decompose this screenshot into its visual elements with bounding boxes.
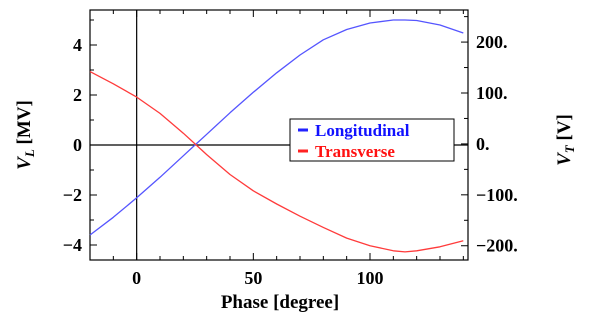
y-left-tick-label: 2 — [73, 85, 82, 105]
y-left-tick-label: −4 — [63, 235, 82, 255]
y-right-tick-label: 200. — [476, 32, 508, 52]
y-left-tick-label: 0 — [73, 135, 82, 155]
legend: Longitudinal Transverse — [289, 118, 455, 162]
x-tick-label: 0 — [132, 268, 141, 288]
plot-frame — [89, 9, 469, 261]
y-right-tick-label: 100. — [476, 83, 508, 103]
y-right-tick-label: 0. — [476, 134, 490, 154]
legend-label-longitudinal: Longitudinal — [315, 121, 410, 140]
y-right-tick-label: −100. — [476, 185, 518, 205]
x-tick-label: 100 — [357, 268, 384, 288]
y-left-tick-label: 4 — [73, 35, 82, 55]
series-line-longitudinal — [89, 19, 464, 236]
x-tick-label: 50 — [244, 268, 262, 288]
legend-box — [289, 118, 455, 162]
y-axis-right-title: VT [V] — [554, 114, 577, 166]
x-axis-title: Phase [degree] — [221, 292, 339, 313]
y-axis-left-title: VL [MV] — [14, 100, 37, 170]
y-left-tick-label: −2 — [63, 185, 82, 205]
legend-label-transverse: Transverse — [315, 142, 395, 161]
y-right-tick-label: −200. — [476, 236, 518, 256]
series-line-transverse — [89, 71, 464, 253]
